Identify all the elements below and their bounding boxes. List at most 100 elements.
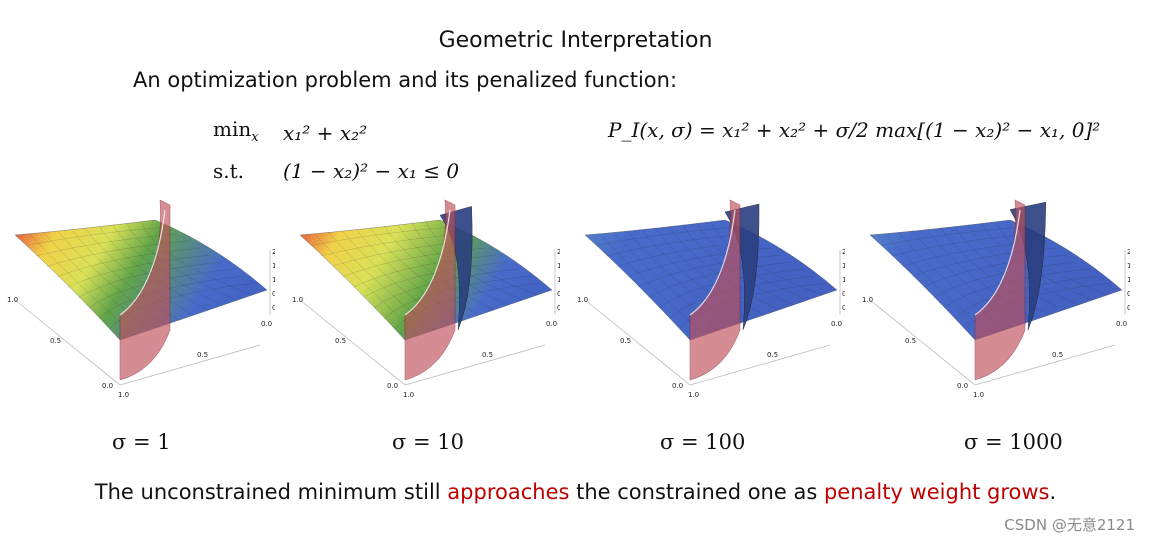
constraint-row: s.t. (1 − x₂)² − x₁ ≤ 0: [213, 145, 459, 183]
z-tick-label: 1.5: [272, 262, 275, 270]
z-tick-label: 1.0: [1127, 276, 1130, 284]
z-tick-label: 0.5: [842, 290, 845, 298]
constraint-expression: (1 − x₂)² − x₁ ≤ 0: [283, 159, 460, 183]
caption-part-3: .: [1049, 480, 1057, 504]
mesh-line: [932, 261, 1078, 299]
mesh-line: [668, 225, 779, 311]
x2-tick-label: 1.0: [688, 391, 699, 399]
mesh-line: [56, 247, 200, 278]
x2-tick-label: 0.5: [767, 351, 778, 359]
mesh-line: [352, 254, 497, 288]
caption-highlight-penalty: penalty weight grows: [823, 480, 1050, 504]
x2-tick-label: 0.0: [261, 320, 272, 328]
mesh-line: [67, 254, 212, 288]
sigma-label-1: σ = 1: [112, 430, 171, 454]
x1-axis-line: [14, 299, 121, 386]
x1-tick-label: 1.0: [7, 296, 18, 304]
x1-tick-label: 0.0: [102, 382, 113, 390]
caption-highlight-approaches: approaches: [447, 480, 570, 504]
x1-tick-label: 0.5: [50, 337, 61, 345]
mesh-line: [310, 226, 452, 246]
mesh-line: [922, 254, 1067, 288]
z-tick-label: 0.0: [272, 304, 275, 312]
caption-part-2: the constrained one as: [569, 480, 824, 504]
x2-axis-line: [974, 344, 1116, 386]
penalized-function-formula: P_I(x, σ) = x₁² + x₂² + σ/2 max[(1 − x₂)…: [608, 118, 1100, 142]
mesh-line: [84, 227, 194, 316]
z-tick-label: 1.5: [842, 262, 845, 270]
mesh-line: [98, 225, 209, 311]
x2-tick-label: 0.0: [831, 320, 842, 328]
x1-tick-label: 1.0: [292, 296, 303, 304]
mesh-line: [77, 261, 223, 299]
mesh-line: [25, 226, 167, 246]
z-tick-label: 2.0: [842, 248, 845, 256]
x2-tick-label: 1.0: [118, 391, 129, 399]
sigma-label-2: σ = 10: [392, 430, 465, 454]
sigma-label-3: σ = 100: [660, 430, 746, 454]
z-tick-label: 0.0: [557, 304, 560, 312]
z-tick-label: 0.5: [557, 290, 560, 298]
mesh-line: [953, 225, 1064, 311]
z-tick-label: 1.0: [557, 276, 560, 284]
z-tick-label: 1.5: [1127, 262, 1130, 270]
surface-plot-2: 2.0 1.5 1.0 0.5 0.0 1.0 0.5 0.0 1.0 0.5 0.0: [290, 190, 568, 410]
x1-axis-line: [299, 299, 406, 386]
x2-tick-label: 0.5: [197, 351, 208, 359]
objective-row: minx x₁² + x₂²: [213, 107, 459, 145]
mesh-line: [112, 224, 224, 306]
z-tick-label: 1.0: [842, 276, 845, 284]
z-tick-label: 0.5: [1127, 290, 1130, 298]
z-tick-label: 0.0: [842, 304, 845, 312]
constraint-curve: [119, 209, 166, 316]
x2-axis-line: [689, 344, 831, 386]
mesh-line: [880, 226, 1022, 246]
x2-tick-label: 0.5: [1052, 351, 1063, 359]
penalized-function-text: P_I(x, σ) = x₁² + x₂² + σ/2 max[(1 − x₂)…: [608, 118, 1101, 142]
mesh-line: [647, 261, 793, 299]
mesh-line: [943, 268, 1089, 309]
constraint-curve: [404, 209, 451, 316]
z-tick-label: 2.0: [557, 248, 560, 256]
surface-plot-1: 2.0 1.5 1.0 0.5 0.0 1.0 0.5 0.0 1.0 0.5 0.0: [5, 190, 283, 410]
x2-tick-label: 0.0: [546, 320, 557, 328]
x1-tick-label: 0.0: [957, 382, 968, 390]
mesh-line: [637, 254, 782, 288]
caption: The unconstrained minimum still approach…: [0, 480, 1151, 504]
mesh-line: [682, 224, 794, 306]
objective-expression: x₁² + x₂²: [283, 121, 368, 145]
constraint-curve: [689, 209, 736, 316]
constraint-curve: [974, 209, 1021, 316]
mesh-line: [362, 261, 508, 299]
x1-tick-label: 0.5: [335, 337, 346, 345]
mesh-line: [383, 225, 494, 311]
z-tick-label: 1.0: [272, 276, 275, 284]
x2-tick-label: 1.0: [403, 391, 414, 399]
z-tick-label: 2.0: [272, 248, 275, 256]
mesh-line: [140, 221, 253, 296]
mesh-line: [88, 268, 234, 309]
mesh-line: [595, 226, 737, 246]
mesh-line: [967, 224, 1079, 306]
penalty-surface: [869, 219, 1123, 341]
caption-part-1: The unconstrained minimum still: [94, 480, 448, 504]
x1-axis-line: [869, 299, 976, 386]
sigma-label-4: σ = 1000: [964, 430, 1063, 454]
slide-title: Geometric Interpretation: [438, 28, 713, 53]
x1-axis-line: [584, 299, 691, 386]
intro-text: An optimization problem and its penalize…: [133, 68, 678, 92]
x1-tick-label: 0.0: [672, 382, 683, 390]
x1-tick-label: 1.0: [862, 296, 873, 304]
z-tick-label: 0.5: [272, 290, 275, 298]
x1-tick-label: 0.0: [387, 382, 398, 390]
x2-tick-label: 0.5: [482, 351, 493, 359]
st-label: s.t.: [213, 159, 245, 183]
penalty-surface: [299, 219, 553, 341]
z-tick-label: 2.0: [1127, 248, 1130, 256]
mesh-line: [658, 268, 804, 309]
mesh-line: [397, 224, 509, 306]
x2-axis-line: [119, 344, 261, 386]
optimization-problem: minx x₁² + x₂² s.t. (1 − x₂)² − x₁ ≤ 0: [213, 107, 459, 183]
watermark: CSDN @无意2121: [1004, 516, 1135, 534]
x2-axis-line: [404, 344, 546, 386]
